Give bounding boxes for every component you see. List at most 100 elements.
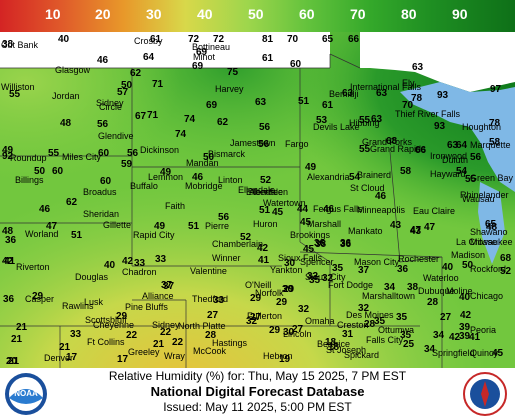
humidity-value: 31 (342, 329, 354, 340)
city-label: Pine Bluffs (125, 302, 168, 312)
city-label: Worland (25, 229, 58, 239)
humidity-value: 72 (188, 34, 200, 45)
legend-label: 10 (45, 6, 61, 22)
humidity-value: 58 (400, 166, 412, 177)
humidity-value: 65 (485, 219, 497, 230)
humidity-value: 39 (459, 331, 471, 342)
humidity-value: 21 (59, 342, 71, 353)
humidity-value: 22 (172, 337, 184, 348)
city-label: Cut Bank (1, 40, 39, 50)
legend-label: 50 (248, 6, 264, 22)
humidity-value: 51 (259, 205, 271, 216)
humidity-value: 28 (205, 330, 217, 341)
humidity-value: 55 (9, 89, 21, 100)
humidity-value: 75 (227, 67, 239, 78)
humidity-value: 29 (116, 311, 128, 322)
humidity-value: 46 (375, 191, 387, 202)
humidity-value: 51 (188, 221, 200, 232)
city-label: Rochester (398, 254, 439, 264)
humidity-value: 35 (396, 312, 408, 323)
humidity-value: 42 (257, 243, 269, 254)
city-label: Harvey (215, 84, 244, 94)
city-label: Fort Dodge (328, 280, 373, 290)
humidity-value: 37 (163, 281, 175, 292)
humidity-value: 61 (150, 34, 162, 45)
city-label: Marshalltown (362, 291, 415, 301)
city-label: St Cloud (350, 183, 385, 193)
humidity-value: 63 (371, 114, 383, 125)
humidity-value: 25 (403, 339, 415, 350)
canada-area (360, 32, 515, 92)
city-label: Linton (218, 175, 243, 185)
nws-logo (463, 372, 507, 416)
city-label: Rockford (470, 264, 506, 274)
humidity-value: 55 (48, 148, 60, 159)
city-label: Brookings (290, 230, 331, 240)
city-label: Chamberlain (212, 239, 263, 249)
city-label: Casper (25, 294, 54, 304)
subtitle-relative-humidity: Relative Humidity (%) for: Thu, May 15 2… (108, 369, 407, 383)
city-label: McCook (193, 346, 227, 356)
humidity-value: 29 (250, 293, 262, 304)
city-label: Sheridan (83, 209, 119, 219)
humidity-value: 29 (283, 284, 295, 295)
humidity-value: 92 (2, 151, 14, 162)
humidity-value: 49 (2, 145, 14, 156)
canada-area (140, 32, 330, 68)
humidity-value: 66 (415, 145, 427, 156)
city-label: Cheyenne (93, 320, 134, 330)
issued-date: Issued: May 11 2025, 5:00 PM EST (163, 400, 352, 414)
city-label: Marshall (307, 219, 341, 229)
humidity-value: 29 (269, 325, 281, 336)
city-label: Eau Claire (413, 206, 455, 216)
humidity-value: 67 (135, 111, 147, 122)
humidity-value: 18 (325, 337, 337, 348)
city-label: Ironwood (430, 151, 467, 161)
city-label: Pierre (205, 221, 229, 231)
humidity-value: 60 (100, 176, 112, 187)
humidity-value: 20 (6, 356, 18, 367)
humidity-value: 69 (192, 61, 204, 72)
humidity-value: 19 (279, 354, 291, 365)
city-label: Williston (1, 82, 35, 92)
city-label: Aberdeen (249, 187, 288, 197)
humidity-value: 46 (39, 204, 51, 215)
city-label: Dubuque (418, 286, 455, 296)
humidity-value: 21 (16, 322, 28, 333)
humidity-value: 60 (98, 148, 110, 159)
city-label: Wray (164, 351, 185, 361)
humidity-value: 74 (184, 114, 196, 125)
city-label: Peoria (470, 325, 496, 335)
humidity-value: 60 (290, 59, 302, 70)
humidity-value: 65 (322, 34, 334, 45)
humidity-value: 55 (359, 144, 371, 155)
humidity-value: 68 (386, 136, 398, 147)
city-label: Hibbing (349, 118, 380, 128)
humidity-value: 40 (459, 292, 471, 303)
humidity-value: 38 (407, 282, 419, 293)
humidity-value: 45 (303, 244, 315, 255)
humidity-value: 36 (340, 239, 352, 250)
city-label: Moline (446, 286, 473, 296)
city-label: Hayward (430, 169, 466, 179)
humidity-value: 33 (70, 329, 82, 340)
humidity-value: 56 (127, 148, 139, 159)
city-label: Winner (212, 253, 241, 263)
humidity-map: 38 40 46 61 72 72 81 70 65 66 64 69 62 71 75 60 61 69 63 63… (0, 32, 515, 368)
legend-label: 80 (401, 6, 417, 22)
humidity-value: 56 (259, 122, 271, 133)
legend-label: 40 (197, 6, 213, 22)
city-label: Houghton (462, 122, 501, 132)
humidity-value: 59 (121, 159, 133, 170)
humidity-value: 36 (3, 294, 15, 305)
humidity-value: 28 (427, 297, 439, 308)
humidity-value: 36 (340, 238, 352, 249)
city-label: Ely (402, 78, 415, 88)
city-label: Sidney (152, 320, 180, 330)
humidity-value: 40 (104, 260, 116, 271)
humidity-value: 63 (342, 88, 354, 99)
city-label: Bottineau (192, 42, 230, 52)
humidity-value: 40 (58, 34, 70, 45)
humidity-value: 56 (470, 152, 482, 163)
